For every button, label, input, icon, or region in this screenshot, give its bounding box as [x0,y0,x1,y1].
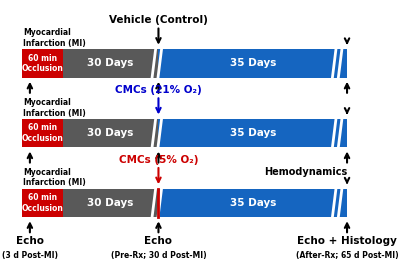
Bar [158,119,347,147]
Text: 30 Days: 30 Days [88,198,134,208]
Text: 60 min
Occlusion: 60 min Occlusion [21,123,63,143]
Text: Echo: Echo [16,236,44,246]
Text: (3 d Post-MI): (3 d Post-MI) [2,251,58,260]
Text: CMCs (5% O₂): CMCs (5% O₂) [119,155,198,165]
Text: Myocardial
Infarction (MI): Myocardial Infarction (MI) [23,28,86,48]
Text: Myocardial
Infarction (MI): Myocardial Infarction (MI) [23,168,86,187]
Text: (Pre-Rx; 30 d Post-MI): (Pre-Rx; 30 d Post-MI) [111,251,206,260]
Text: Myocardial
Infarction (MI): Myocardial Infarction (MI) [23,98,86,118]
Text: Echo + Histology: Echo + Histology [297,236,397,246]
Bar [63,49,158,78]
Bar [63,119,158,147]
Text: 30 Days: 30 Days [88,128,134,138]
Text: 60 min
Occlusion: 60 min Occlusion [21,193,63,213]
Text: Vehicle (Control): Vehicle (Control) [109,16,208,26]
Bar [158,49,347,78]
Bar [158,189,347,217]
Text: 35 Days: 35 Days [230,198,276,208]
Bar [22,49,63,78]
Text: Hemodynamics: Hemodynamics [264,167,347,177]
Text: 35 Days: 35 Days [230,128,276,138]
Text: 30 Days: 30 Days [88,58,134,68]
Text: 60 min
Occlusion: 60 min Occlusion [21,54,63,73]
Text: CMCs (21% O₂): CMCs (21% O₂) [115,85,202,95]
Text: 35 Days: 35 Days [230,58,276,68]
Text: Echo: Echo [144,236,172,246]
Bar [63,189,158,217]
Text: (After-Rx; 65 d Post-MI): (After-Rx; 65 d Post-MI) [296,251,398,260]
Bar [22,189,63,217]
Bar [22,119,63,147]
